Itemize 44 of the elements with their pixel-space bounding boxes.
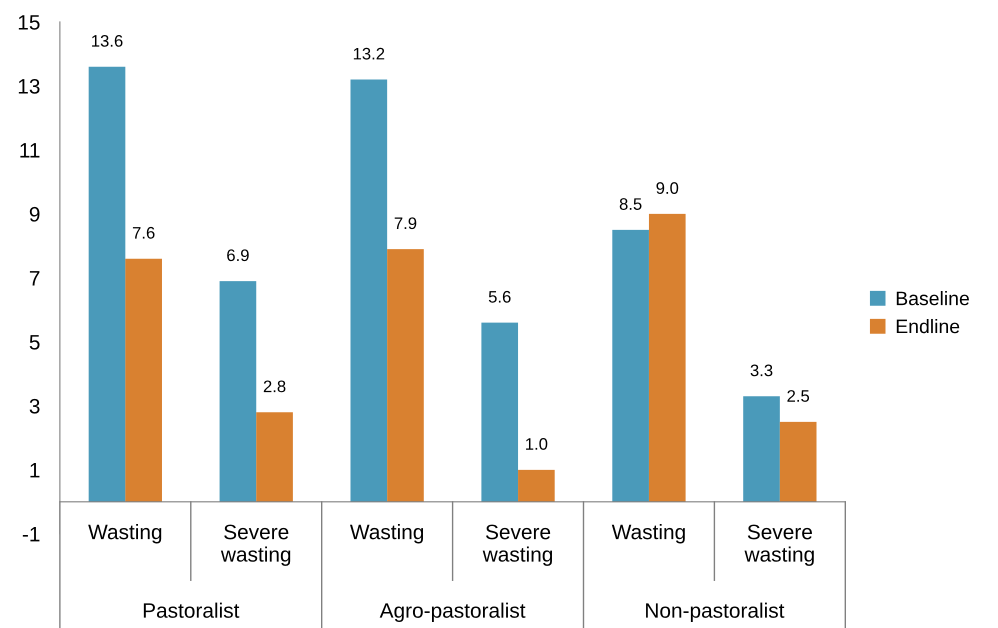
data-label: 7.9 <box>394 217 416 230</box>
y-tick-label: 7 <box>30 271 40 286</box>
data-label: 2.5 <box>787 390 810 402</box>
legend-label: Endline <box>896 318 960 334</box>
bar <box>743 396 780 502</box>
y-tick-label: 5 <box>30 335 40 350</box>
bar <box>518 470 555 502</box>
y-tick-label: 13 <box>18 78 40 94</box>
text: Agro-pastoralist <box>380 602 526 622</box>
bar <box>387 249 424 502</box>
x-tick-label: Wasting <box>88 524 162 544</box>
y-tick-label: 15 <box>18 15 40 30</box>
y-tick-label: 3 <box>30 398 40 414</box>
y-tick-label: -1 <box>22 527 40 542</box>
bar <box>220 281 256 502</box>
data-label: 13.6 <box>92 35 122 47</box>
data-label: 7.6 <box>132 226 155 239</box>
data-label: 1.0 <box>526 438 548 450</box>
data-label: 13.2 <box>354 48 384 60</box>
text: Pastoralist <box>144 602 240 618</box>
bar <box>350 80 388 502</box>
bar <box>648 214 686 502</box>
data-label: 3.3 <box>750 364 772 376</box>
x-tick-label: Wasting <box>612 524 685 544</box>
data-label: 9.0 <box>656 182 678 194</box>
bar <box>256 412 293 502</box>
y-tick-label: 9 <box>30 206 40 222</box>
text: Non-pastoralist <box>646 602 784 622</box>
data-label: 2.8 <box>264 380 286 392</box>
x-tick-label: Severe wasting <box>744 524 814 566</box>
y-tick-label: 1 <box>30 463 40 478</box>
data-label: 6.9 <box>227 249 249 262</box>
bar <box>88 66 126 502</box>
bar <box>612 230 649 502</box>
data-label: 5.6 <box>488 290 511 303</box>
bar <box>125 258 162 502</box>
x-tick-label: Severe wasting <box>482 524 552 566</box>
legend-label: Baseline <box>896 291 969 306</box>
data-label: 8.5 <box>620 198 642 210</box>
y-tick-label: 11 <box>20 143 40 158</box>
bar <box>481 322 518 502</box>
x-tick-label: Severe wasting <box>220 524 290 566</box>
bar <box>780 422 817 502</box>
x-tick-label: Wasting <box>350 524 424 544</box>
